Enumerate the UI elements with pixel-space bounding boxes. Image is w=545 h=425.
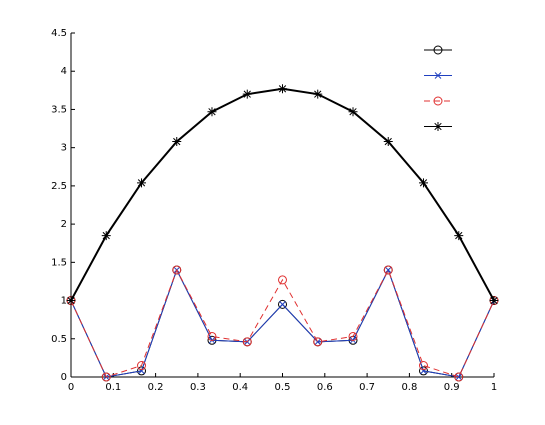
- y-tick-label: 0: [61, 372, 67, 383]
- marker: [489, 296, 499, 306]
- series-line: [70, 268, 495, 378]
- marker: [348, 331, 358, 341]
- marker: [207, 107, 217, 117]
- marker: [418, 361, 428, 371]
- x-tick-label: 0.1: [105, 382, 121, 393]
- marker: [383, 137, 393, 147]
- x-tick-label: 0.5: [275, 382, 291, 393]
- y-tick-label: 2.5: [51, 181, 67, 192]
- y-tick-label: 1: [61, 296, 67, 307]
- marker: [242, 89, 252, 99]
- x-tick-label: 0.7: [359, 382, 375, 393]
- x-tick-label: 0.6: [317, 382, 333, 393]
- legend-marker: [434, 72, 442, 79]
- marker: [101, 372, 111, 382]
- marker: [101, 231, 111, 241]
- x-tick-label: 1: [491, 382, 497, 393]
- legend-marker: [433, 122, 443, 131]
- x-tick-label: 0: [68, 382, 74, 393]
- marker: [207, 331, 217, 341]
- marker: [137, 178, 147, 188]
- y-tick-label: 4.5: [51, 28, 67, 39]
- marker: [384, 266, 392, 274]
- y-tick-label: 2: [61, 219, 67, 230]
- x-tick-label: 0.3: [190, 382, 206, 393]
- marker: [278, 84, 287, 94]
- y-tick-label: 3.5: [51, 104, 67, 115]
- marker: [278, 299, 287, 309]
- marker: [279, 301, 286, 308]
- x-tick-label: 0.9: [444, 382, 460, 393]
- y-tick-label: 0.5: [51, 334, 67, 345]
- series-line: [70, 87, 495, 302]
- marker: [314, 338, 322, 346]
- marker: [454, 372, 464, 382]
- marker: [313, 337, 323, 347]
- marker: [454, 231, 464, 241]
- series-line: [70, 268, 495, 378]
- x-tick-label: 0.2: [148, 382, 164, 393]
- legend-marker: [433, 96, 443, 106]
- marker: [172, 137, 182, 147]
- y-tick-label: 1.5: [51, 257, 67, 268]
- marker: [172, 265, 182, 275]
- marker: [418, 366, 428, 376]
- marker: [348, 107, 358, 117]
- marker: [242, 337, 252, 347]
- marker: [455, 373, 463, 381]
- marker: [66, 296, 76, 306]
- x-tick-label: 0.4: [232, 382, 248, 393]
- marker: [137, 366, 147, 376]
- marker: [137, 361, 147, 371]
- marker: [418, 178, 428, 188]
- x-tick-label: 0.8: [401, 382, 417, 393]
- marker: [313, 89, 323, 99]
- marker: [383, 265, 393, 275]
- marker: [278, 275, 287, 285]
- y-tick-label: 4: [61, 66, 67, 77]
- y-tick-label: 3: [61, 143, 67, 154]
- series-line: [70, 268, 495, 378]
- legend-marker: [433, 45, 443, 55]
